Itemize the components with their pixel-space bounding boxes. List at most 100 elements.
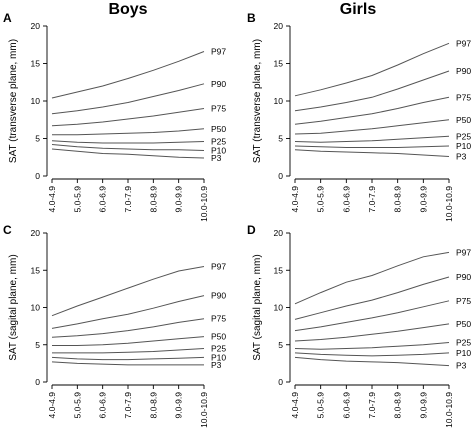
x-tick-label: 5.0-5.9 (316, 392, 326, 419)
series-label-p50: P50 (211, 124, 226, 134)
y-tick-label: 5 (35, 134, 40, 144)
series-label-p10: P10 (211, 146, 226, 156)
series-label-p90: P90 (211, 291, 226, 301)
x-tick-label: 7.0-7.9 (123, 186, 133, 213)
y-tick-label: 0 (35, 377, 40, 387)
y-tick-label: 20 (31, 21, 41, 31)
series-line-p97 (51, 51, 205, 99)
series-label-p50: P50 (211, 332, 226, 342)
x-tick-label: 6.0-6.9 (341, 186, 351, 213)
series-label-p50: P50 (456, 319, 471, 329)
series-line-p75 (294, 300, 450, 332)
x-tick-label: 8.0-8.9 (148, 186, 158, 213)
y-axis-label: SAT (transverse plane, mm) (8, 39, 19, 163)
y-axis-label: SAT (transverse plane, mm) (252, 39, 263, 163)
y-tick-label: 10 (31, 96, 41, 106)
y-tick-label: 0 (278, 171, 283, 181)
y-tick-label: 20 (31, 228, 41, 238)
y-tick-label: 10 (274, 96, 284, 106)
series-label-p10: P10 (211, 352, 226, 362)
series-line-p50 (294, 323, 450, 342)
y-tick-label: 15 (274, 265, 284, 275)
series-line-p75 (51, 318, 205, 338)
x-tick-label: 4.0-4.9 (47, 186, 57, 213)
series-label-p50: P50 (456, 115, 471, 125)
x-tick-label: 4.0-4.9 (290, 392, 300, 419)
series-line-p97 (294, 42, 450, 97)
series-line-p25 (51, 140, 205, 144)
series-label-p90: P90 (211, 79, 226, 89)
y-tick-label: 5 (35, 340, 40, 350)
panel-letter: C (3, 223, 12, 237)
x-tick-label: 10.0-10.9 (444, 392, 454, 428)
series-line-p50 (52, 128, 205, 136)
series-line-p3 (294, 149, 450, 157)
series-line-p97 (294, 251, 450, 305)
series-label-p25: P25 (456, 131, 471, 141)
x-tick-label: 6.0-6.9 (98, 392, 108, 419)
panel-letter: B (247, 11, 256, 25)
series-line-p75 (51, 108, 205, 127)
series-line-p90 (51, 83, 205, 115)
series-line-p75 (294, 96, 450, 125)
y-tick-label: 5 (278, 134, 283, 144)
series-label-p97: P97 (211, 262, 226, 272)
x-tick-label: 4.0-4.9 (47, 392, 57, 419)
series-line-p25 (52, 348, 205, 354)
y-tick-label: 20 (274, 228, 284, 238)
series-line-p10 (294, 352, 450, 357)
series-line-p50 (294, 119, 450, 135)
x-tick-label: 9.0-9.9 (174, 392, 184, 419)
y-tick-label: 20 (274, 21, 284, 31)
series-line-p25 (294, 342, 450, 350)
x-tick-label: 8.0-8.9 (393, 186, 403, 213)
series-label-p90: P90 (456, 272, 471, 282)
panel-a: A 0 5 10 15 20 4.0-4.9 5.0-5.9 6.0-6.9 7.0-7.9 8.… (3, 11, 226, 222)
y-tick-label: 15 (31, 265, 41, 275)
series-label-p75: P75 (211, 314, 226, 324)
panel-letter: D (247, 223, 256, 237)
y-tick-label: 0 (35, 171, 40, 181)
series-line-p90 (294, 276, 450, 320)
x-tick-label: 10.0-10.9 (199, 392, 209, 428)
x-tick-label: 9.0-9.9 (174, 186, 184, 213)
panel-d: D 0 5 10 15 20 4.0-4.9 5.0-5.9 6.0-6.9 7.0-7.9 8.… (247, 223, 471, 428)
x-tick-label: 8.0-8.9 (393, 392, 403, 419)
series-label-p25: P25 (456, 338, 471, 348)
series-line-p3 (51, 361, 204, 366)
series-line-p3 (51, 148, 205, 159)
series-label-p10: P10 (456, 141, 471, 151)
series-label-p3: P3 (211, 360, 222, 370)
series-label-p75: P75 (211, 104, 226, 114)
column-title-girls: Girls (340, 1, 377, 18)
x-tick-label: 10.0-10.9 (199, 186, 209, 222)
series-line-p97 (51, 266, 205, 317)
series-line-p90 (51, 295, 205, 329)
series-label-p3: P3 (211, 153, 222, 163)
x-tick-label: 8.0-8.9 (148, 392, 158, 419)
x-tick-label: 5.0-5.9 (72, 392, 82, 419)
y-axis-label: SAT (sagital plane, mm) (8, 254, 19, 360)
x-tick-label: 9.0-9.9 (418, 186, 428, 213)
series-label-p25: P25 (211, 137, 226, 147)
series-label-p25: P25 (211, 343, 226, 353)
series-line-p10 (51, 356, 205, 361)
series-label-p90: P90 (456, 66, 471, 76)
x-tick-label: 9.0-9.9 (418, 392, 428, 419)
y-tick-label: 15 (274, 59, 284, 69)
x-tick-label: 7.0-7.9 (367, 392, 377, 419)
x-tick-label: 7.0-7.9 (123, 392, 133, 419)
series-line-p50 (52, 336, 205, 346)
series-label-p97: P97 (456, 247, 471, 257)
x-tick-label: 6.0-6.9 (98, 186, 108, 213)
series-label-p75: P75 (456, 92, 471, 102)
x-tick-label: 5.0-5.9 (72, 186, 82, 213)
column-title-boys: Boys (108, 1, 147, 18)
series-label-p3: P3 (456, 152, 467, 162)
series-line-p90 (294, 70, 450, 112)
panel-letter: A (3, 11, 12, 25)
x-tick-label: 4.0-4.9 (290, 186, 300, 213)
y-tick-label: 10 (274, 303, 284, 313)
y-tick-label: 10 (31, 303, 41, 313)
